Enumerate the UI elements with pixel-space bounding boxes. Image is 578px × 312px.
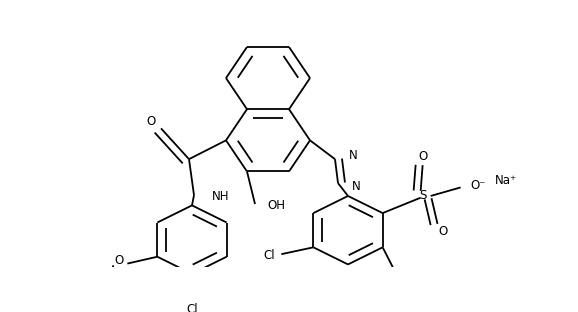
Text: O: O: [438, 225, 447, 238]
Text: Na⁺: Na⁺: [495, 174, 517, 187]
Text: O: O: [146, 115, 155, 128]
Text: N: N: [352, 180, 361, 193]
Text: Cl: Cl: [186, 303, 198, 312]
Text: OH: OH: [267, 199, 285, 212]
Text: NH: NH: [212, 190, 229, 203]
Text: S: S: [419, 189, 427, 202]
Text: O: O: [418, 150, 427, 163]
Text: O⁻: O⁻: [470, 179, 486, 192]
Text: N: N: [349, 149, 358, 162]
Text: Cl: Cl: [264, 249, 275, 262]
Text: O: O: [115, 254, 124, 267]
